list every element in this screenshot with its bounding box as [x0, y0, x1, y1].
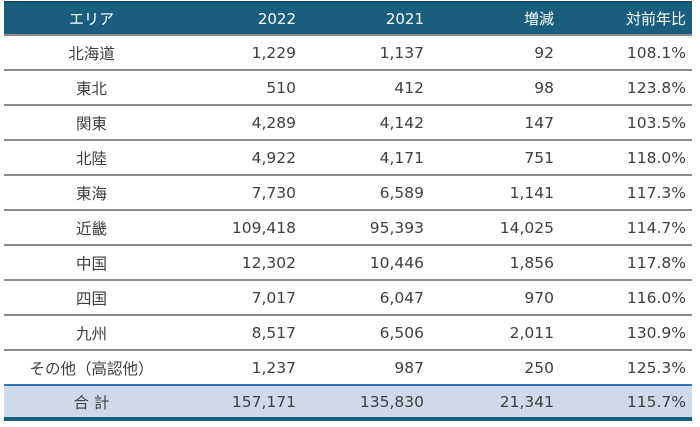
column-header-2021: 2021: [302, 2, 430, 36]
value-2021-cell: 1,137: [302, 35, 430, 71]
diff-cell: 92: [430, 35, 560, 71]
table-row-hokuriku: 北陸 4,922 4,171 751 118.0%: [4, 140, 692, 176]
diff-cell: 2,011: [430, 315, 560, 351]
value-2021-cell: 10,446: [302, 245, 430, 281]
value-2021-cell: 412: [302, 70, 430, 106]
table-row-kinki: 近畿 109,418 95,393 14,025 114.7%: [4, 210, 692, 246]
table-row-tohoku: 東北 510 412 98 123.8%: [4, 70, 692, 106]
total-label: 合 計: [4, 385, 179, 421]
value-2022-cell: 12,302: [179, 245, 302, 281]
yoy-cell: 125.3%: [560, 350, 692, 386]
diff-cell: 250: [430, 350, 560, 386]
diff-cell: 1,856: [430, 245, 560, 281]
area-cell: 四国: [4, 280, 179, 316]
area-cell: 中国: [4, 245, 179, 281]
region-comparison-table: エリア 2022 2021 増減 対前年比 北海道 1,229 1,137 92…: [4, 1, 692, 421]
area-cell: 北陸: [4, 140, 179, 176]
table-row-kyushu: 九州 8,517 6,506 2,011 130.9%: [4, 315, 692, 351]
yoy-cell: 117.3%: [560, 175, 692, 211]
value-2022-cell: 4,922: [179, 140, 302, 176]
table-footer: 合 計 157,171 135,830 21,341 115.7%: [4, 385, 692, 421]
diff-cell: 147: [430, 105, 560, 141]
table-row-kanto: 関東 4,289 4,142 147 103.5%: [4, 105, 692, 141]
total-2021-cell: 135,830: [302, 385, 430, 421]
column-header-diff: 増減: [430, 2, 560, 36]
yoy-cell: 103.5%: [560, 105, 692, 141]
total-row: 合 計 157,171 135,830 21,341 115.7%: [4, 385, 692, 421]
yoy-cell: 108.1%: [560, 35, 692, 71]
diff-cell: 970: [430, 280, 560, 316]
column-header-2022: 2022: [179, 2, 302, 36]
area-cell: 北海道: [4, 35, 179, 71]
value-2022-cell: 7,017: [179, 280, 302, 316]
value-2021-cell: 6,047: [302, 280, 430, 316]
value-2022-cell: 1,229: [179, 35, 302, 71]
value-2021-cell: 4,142: [302, 105, 430, 141]
value-2022-cell: 8,517: [179, 315, 302, 351]
value-2021-cell: 95,393: [302, 210, 430, 246]
value-2022-cell: 510: [179, 70, 302, 106]
area-cell: 東海: [4, 175, 179, 211]
area-cell: 東北: [4, 70, 179, 106]
yoy-cell: 116.0%: [560, 280, 692, 316]
value-2022-cell: 4,289: [179, 105, 302, 141]
value-2021-cell: 6,506: [302, 315, 430, 351]
value-2021-cell: 987: [302, 350, 430, 386]
table-row-hokkaido: 北海道 1,229 1,137 92 108.1%: [4, 35, 692, 71]
area-cell: その他（高認他）: [4, 350, 179, 386]
area-cell: 九州: [4, 315, 179, 351]
value-2022-cell: 7,730: [179, 175, 302, 211]
area-cell: 近畿: [4, 210, 179, 246]
yoy-cell: 123.8%: [560, 70, 692, 106]
table-body: 北海道 1,229 1,137 92 108.1% 東北 510 412 98 …: [4, 35, 692, 386]
diff-cell: 751: [430, 140, 560, 176]
yoy-cell: 114.7%: [560, 210, 692, 246]
yoy-cell: 118.0%: [560, 140, 692, 176]
total-diff-cell: 21,341: [430, 385, 560, 421]
area-cell: 関東: [4, 105, 179, 141]
value-2021-cell: 6,589: [302, 175, 430, 211]
column-header-yoy: 対前年比: [560, 2, 692, 36]
table-row-chugoku: 中国 12,302 10,446 1,856 117.8%: [4, 245, 692, 281]
value-2021-cell: 4,171: [302, 140, 430, 176]
table-row-tokai: 東海 7,730 6,589 1,141 117.3%: [4, 175, 692, 211]
yoy-cell: 117.8%: [560, 245, 692, 281]
header-row: エリア 2022 2021 増減 対前年比: [4, 2, 692, 36]
diff-cell: 98: [430, 70, 560, 106]
value-2022-cell: 109,418: [179, 210, 302, 246]
column-header-area: エリア: [4, 2, 179, 36]
total-2022-cell: 157,171: [179, 385, 302, 421]
diff-cell: 14,025: [430, 210, 560, 246]
table-row-shikoku: 四国 7,017 6,047 970 116.0%: [4, 280, 692, 316]
table-header: エリア 2022 2021 増減 対前年比: [4, 2, 692, 36]
total-yoy-cell: 115.7%: [560, 385, 692, 421]
table-row-other: その他（高認他） 1,237 987 250 125.3%: [4, 350, 692, 386]
yoy-cell: 130.9%: [560, 315, 692, 351]
diff-cell: 1,141: [430, 175, 560, 211]
value-2022-cell: 1,237: [179, 350, 302, 386]
